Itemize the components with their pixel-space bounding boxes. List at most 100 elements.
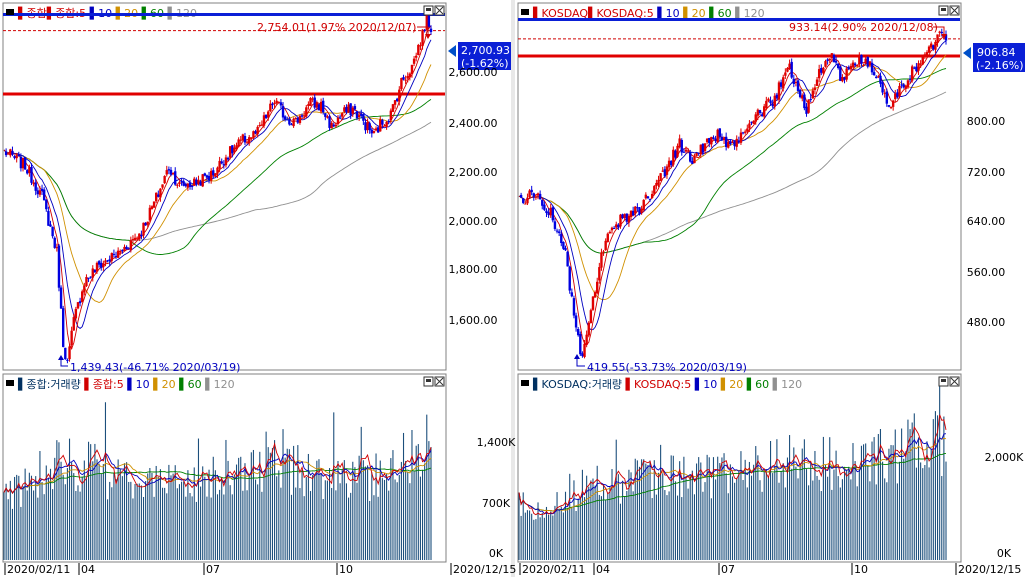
candle-body <box>74 308 78 319</box>
candle-body <box>877 76 880 78</box>
candle-body <box>896 92 899 98</box>
candle-body <box>841 76 844 82</box>
candle-body <box>97 261 101 265</box>
price-tick-label: 2,400.00 <box>449 117 498 130</box>
candle-body <box>775 94 779 99</box>
candle-body <box>131 239 135 241</box>
candle-body <box>104 260 107 263</box>
candle-body <box>7 153 10 155</box>
candle-body <box>305 107 308 117</box>
candle-body <box>237 139 240 147</box>
legend-marker: ▌ <box>46 6 55 20</box>
candle-body <box>663 169 667 177</box>
kosdaq-price-axis: 800.00 720.00 640.00 560.00 480.00 <box>967 115 1006 329</box>
candle-body <box>545 210 548 214</box>
candle-body <box>889 107 893 109</box>
candle-body <box>174 171 177 185</box>
candle-body <box>581 353 584 357</box>
candle-body <box>61 308 65 347</box>
candle-body <box>763 106 766 117</box>
candle-body <box>66 359 69 361</box>
price-tick-label: 2,600.00 <box>449 66 498 79</box>
candle-body <box>125 246 128 250</box>
candle-body <box>165 170 168 175</box>
candle-body <box>184 184 187 187</box>
candle-body <box>207 175 211 181</box>
candle-body <box>906 80 910 88</box>
candle-body <box>824 61 827 67</box>
legend-marker: ▌ <box>81 377 93 391</box>
kospi-current-change: (-1.62%) <box>461 57 509 70</box>
volume-ma10-line <box>518 433 947 515</box>
candle-body <box>163 176 166 184</box>
candle-body <box>822 67 825 74</box>
candle-body <box>87 277 90 279</box>
candle-body <box>860 54 863 64</box>
candle-body <box>180 180 183 182</box>
candle-body <box>536 193 540 196</box>
candle-body <box>383 125 386 127</box>
candle-body <box>693 156 696 164</box>
kosdaq-low-annotation: 419.55(-53.73% 2020/03/19) <box>587 361 747 374</box>
volume-tick-label: 0K <box>997 547 1012 560</box>
candle-body <box>680 139 683 153</box>
candle-body <box>123 246 126 251</box>
candle-body <box>644 194 648 199</box>
candle-body <box>638 207 641 215</box>
candle-body <box>530 189 533 193</box>
kosdaq-high-pointer <box>933 26 945 35</box>
candle-body <box>199 181 202 186</box>
candle-body <box>832 54 836 63</box>
candle-body <box>697 152 700 154</box>
candle-body <box>248 137 251 144</box>
candle-body <box>682 151 686 153</box>
candle-body <box>154 192 158 202</box>
candle-body <box>864 58 867 64</box>
candle-body <box>21 157 25 169</box>
candle-body <box>121 249 124 252</box>
candle-body <box>243 136 247 143</box>
candle-body <box>203 173 207 176</box>
candle-body <box>83 285 86 293</box>
candle-body <box>549 207 552 216</box>
candle-body <box>89 276 92 278</box>
candle-body <box>621 214 624 219</box>
candle-body <box>944 34 948 41</box>
candle-body <box>275 100 278 104</box>
candle-body <box>133 237 137 241</box>
candle-body <box>887 105 891 107</box>
candle-body <box>826 59 829 62</box>
candle-body <box>710 136 713 145</box>
candle-body <box>879 75 882 84</box>
candle-body <box>805 106 808 114</box>
price-tick-label: 800.00 <box>967 115 1006 128</box>
candle-body <box>93 269 97 273</box>
panel-divider[interactable] <box>511 0 515 577</box>
candle-body <box>792 78 796 85</box>
candle-body <box>364 122 367 131</box>
legend-marker: ▌ <box>112 6 124 20</box>
candle-body <box>737 140 741 143</box>
candle-body <box>817 69 821 79</box>
candle-body <box>114 255 118 257</box>
candle-body <box>938 31 941 33</box>
candle-body <box>769 100 772 104</box>
candle-body <box>188 182 192 187</box>
candle-body <box>47 210 50 226</box>
candle-body <box>786 68 789 72</box>
candle-body <box>110 253 114 261</box>
kosdaq-current-price: 906.84 <box>977 46 1016 59</box>
candle-body <box>608 231 612 234</box>
candle-body <box>157 194 160 197</box>
candle-body <box>381 120 384 125</box>
candle-body <box>9 149 12 156</box>
candle-body <box>834 60 838 63</box>
candle-body <box>233 147 236 153</box>
candle-body <box>602 251 605 253</box>
candle-body <box>148 207 152 221</box>
candle-body <box>741 132 745 134</box>
candle-body <box>324 113 327 117</box>
candle-body <box>343 107 346 112</box>
candle-body <box>627 215 631 223</box>
